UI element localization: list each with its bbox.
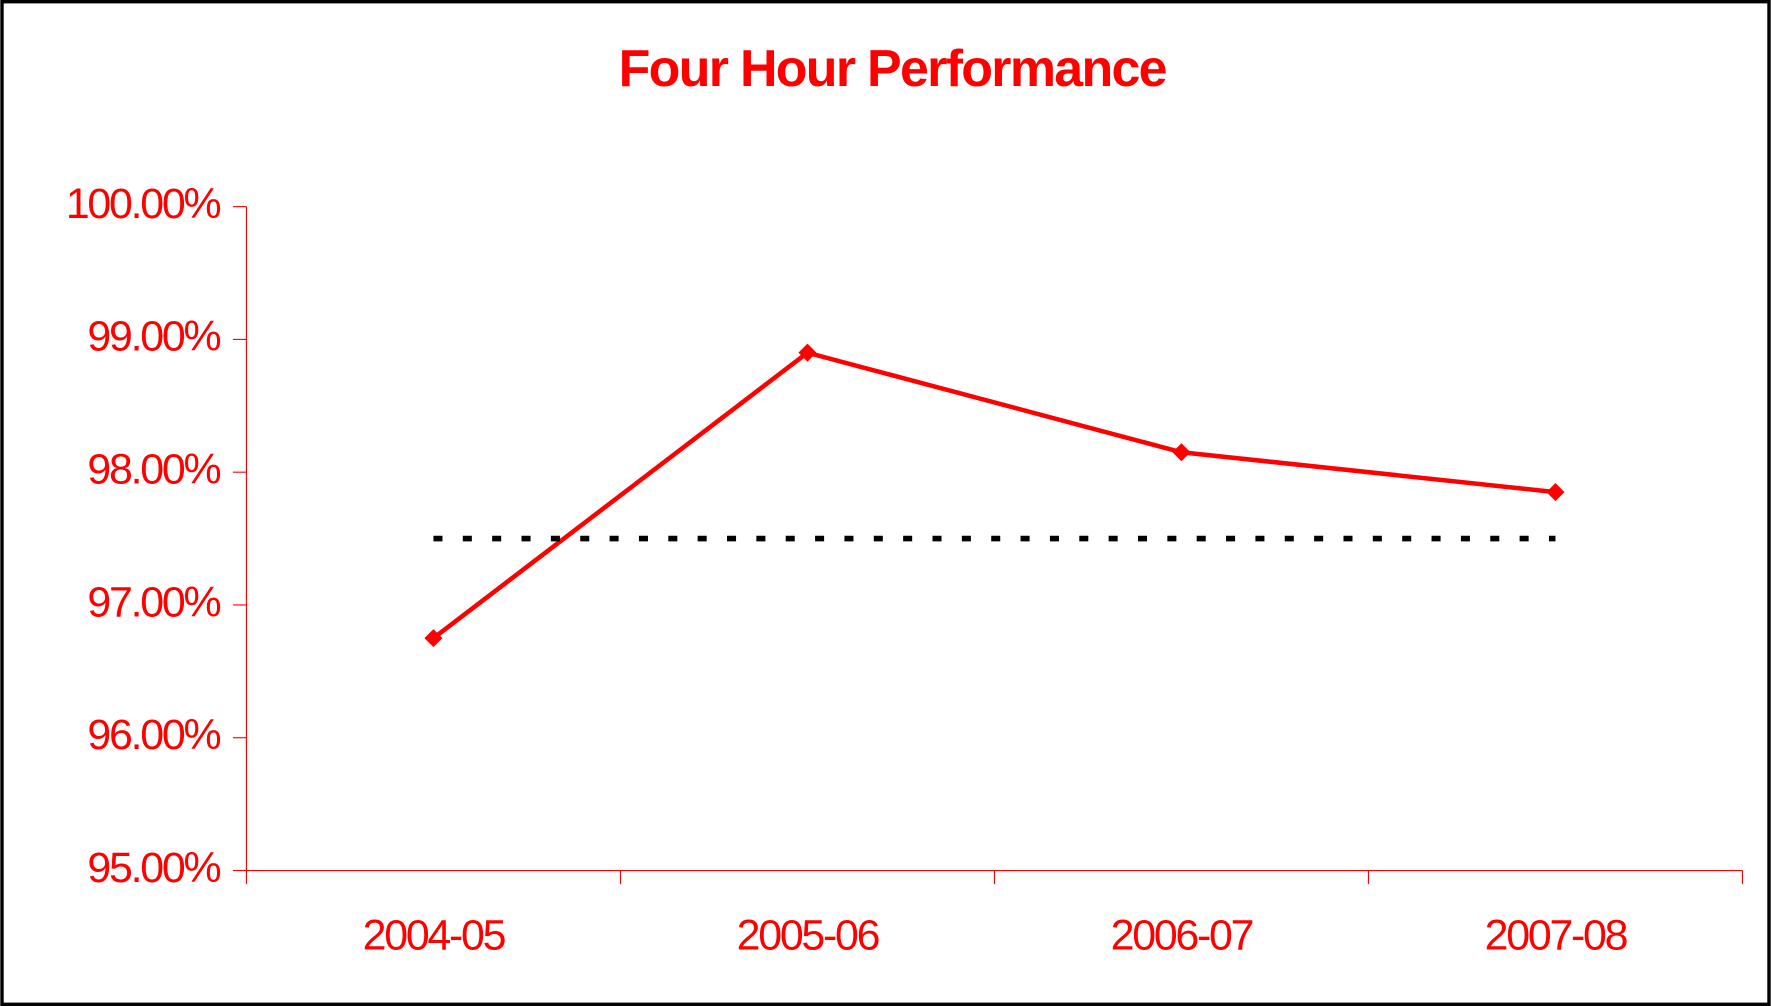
y-tick-label: 99.00%: [87, 313, 220, 361]
y-tick-label: 96.00%: [87, 711, 220, 759]
y-tick-label: 98.00%: [87, 446, 220, 494]
data-point: [1546, 483, 1565, 502]
y-tick-label: 100.00%: [66, 180, 221, 228]
x-tick-label: 2006-07: [1111, 912, 1253, 960]
x-tick-label: 2004-05: [363, 912, 506, 960]
data-line: [432, 350, 1556, 640]
x-tick-label: 2007-08: [1485, 912, 1627, 960]
data-point: [1172, 443, 1191, 462]
y-tick-label: 95.00%: [87, 844, 220, 892]
y-tick-label: 97.00%: [87, 578, 220, 626]
chart-title: Four Hour Performance: [619, 40, 1167, 98]
x-tick-label: 2005-06: [737, 912, 879, 960]
